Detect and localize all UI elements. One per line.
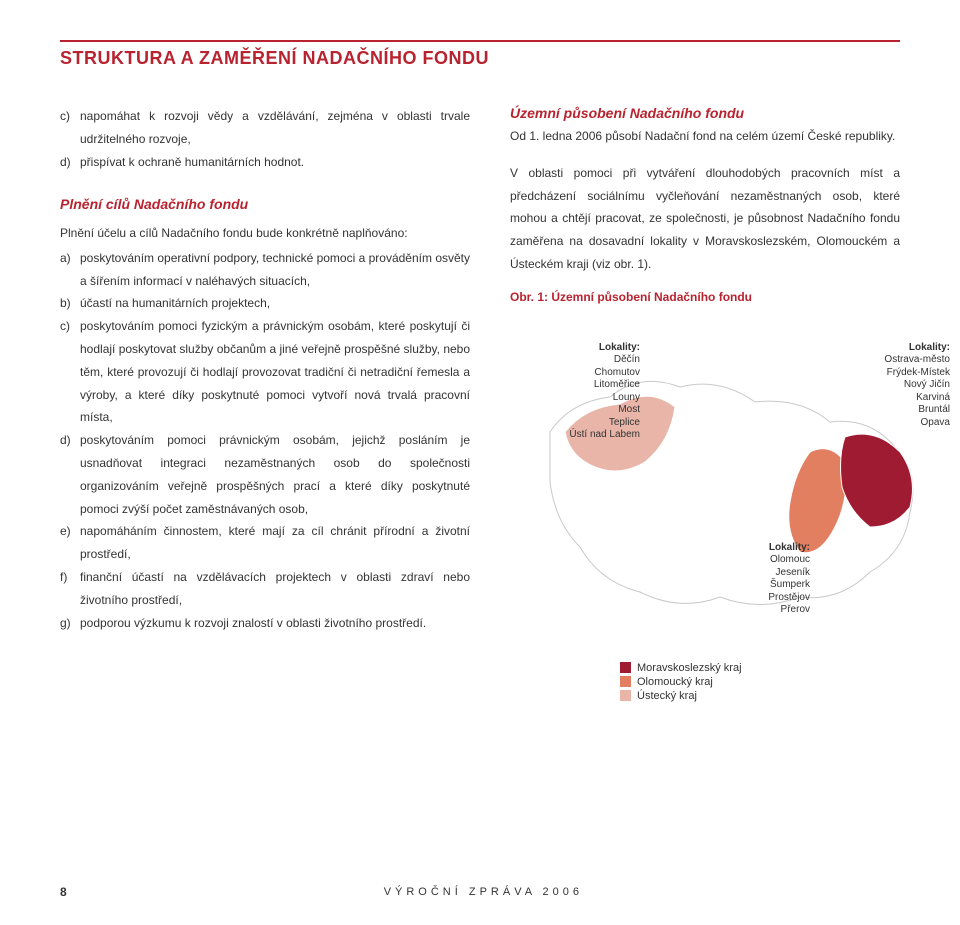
legend-swatch-ms — [620, 662, 631, 673]
list-marker: d) — [60, 151, 80, 174]
list-marker: e) — [60, 520, 80, 566]
label-heading: Lokality: — [850, 342, 950, 355]
left-column: c) napomáhat k rozvoji vědy a vzdělávání… — [60, 105, 470, 712]
figure-caption: Obr. 1: Územní působení Nadačního fondu — [510, 290, 900, 304]
list-item-a: poskytováním operativní podpory, technic… — [80, 247, 470, 293]
region-olomoucky — [789, 448, 847, 552]
legend-row: Ústecký kraj — [620, 690, 742, 702]
right-column: Územní působení Nadačního fondu Od 1. le… — [510, 105, 900, 712]
list-marker: g) — [60, 612, 80, 635]
legend-swatch-ol — [620, 676, 631, 687]
map-label-ustecky: Lokality: Děčín Chomutov Litoměřice Loun… — [540, 342, 640, 442]
legend-row: Moravskoslezský kraj — [620, 662, 742, 674]
label-heading: Lokality: — [730, 542, 810, 555]
page-title: STRUKTURA A ZAMĚŘENÍ NADAČNÍHO FONDU — [60, 40, 900, 69]
list-marker: b) — [60, 292, 80, 315]
right-heading: Územní působení Nadačního fondu — [510, 105, 900, 121]
page-footer: 8 VÝROČNÍ ZPRÁVA 2006 — [60, 885, 900, 899]
list-item-c2: poskytováním pomoci fyzickým a právnický… — [80, 315, 470, 429]
label-items-ms: Ostrava-město Frýdek-Místek Nový Jičín K… — [850, 354, 950, 429]
list-item-d2: poskytováním pomoci právnickým osobám, j… — [80, 429, 470, 520]
section-lead: Plnění účelu a cílů Nadačního fondu bude… — [60, 222, 470, 245]
list-marker: d) — [60, 429, 80, 520]
label-heading: Lokality: — [540, 342, 640, 355]
list-item-b: účastí na humanitárních projektech, — [80, 292, 470, 315]
map-label-ol: Lokality: Olomouc Jeseník Šumperk Prostě… — [730, 542, 810, 617]
label-items-ol: Olomouc Jeseník Šumperk Prostějov Přerov — [730, 554, 810, 617]
list-marker: f) — [60, 566, 80, 612]
map-figure: Lokality: Děčín Chomutov Litoměřice Loun… — [510, 312, 900, 712]
right-paragraph-1: Od 1. ledna 2006 působí Nadační fond na … — [510, 125, 900, 148]
map-label-ms: Lokality: Ostrava-město Frýdek-Místek No… — [850, 342, 950, 430]
map-legend: Moravskoslezský kraj Olomoucký kraj Úste… — [620, 662, 742, 704]
region-moravskoslezsky — [841, 434, 913, 527]
list-item-f: finanční účastí na vzdělávacích projekte… — [80, 566, 470, 612]
list-item-c: napomáhat k rozvoji vědy a vzdělávání, z… — [80, 105, 470, 151]
list-marker: a) — [60, 247, 80, 293]
label-items-ustecky: Děčín Chomutov Litoměřice Louny Most Tep… — [540, 354, 640, 442]
list-item-e: napomáháním činnostem, které mají za cíl… — [80, 520, 470, 566]
legend-label-us: Ústecký kraj — [637, 690, 697, 702]
content-columns: c) napomáhat k rozvoji vědy a vzdělávání… — [60, 105, 900, 712]
list-marker: c) — [60, 315, 80, 429]
list-item-d: přispívat k ochraně humanitárních hodnot… — [80, 151, 470, 174]
legend-row: Olomoucký kraj — [620, 676, 742, 688]
legend-label-ms: Moravskoslezský kraj — [637, 662, 742, 674]
page-number: 8 — [60, 885, 67, 899]
right-paragraph-2: V oblasti pomoci při vytváření dlouhodob… — [510, 162, 900, 276]
list-item-g: podporou výzkumu k rozvoji znalostí v ob… — [80, 612, 470, 635]
legend-swatch-us — [620, 690, 631, 701]
list-marker: c) — [60, 105, 80, 151]
legend-label-ol: Olomoucký kraj — [637, 676, 713, 688]
footer-title: VÝROČNÍ ZPRÁVA 2006 — [67, 886, 900, 898]
section-heading: Plnění cílů Nadačního fondu — [60, 191, 470, 218]
